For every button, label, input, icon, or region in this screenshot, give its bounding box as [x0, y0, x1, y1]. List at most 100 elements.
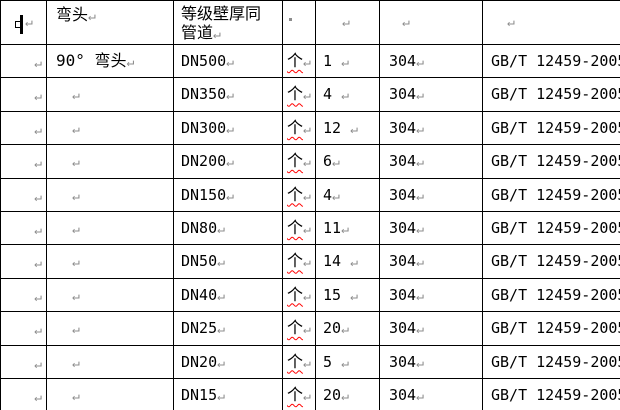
pilcrow-mark: ↵ — [416, 322, 424, 338]
table-row: ↵ ↵ DN50↵ 个↵ 14 ↵ 304↵ GB/T 12459-2005↵ — [0, 244, 620, 279]
size-text: DN350 — [181, 85, 227, 104]
cell-qty[interactable]: 20↵ — [315, 311, 380, 346]
cell-unit[interactable]: 个↵ — [282, 344, 316, 379]
cell-item-name[interactable]: 90° 弯头↵ — [46, 43, 174, 79]
cell-row-marker[interactable]: ↵ — [0, 177, 47, 212]
cell-standard[interactable]: GB/T 12459-2005↵ — [482, 344, 620, 379]
pilcrow-mark: ↵ — [341, 55, 349, 70]
cell-item-name[interactable]: ↵ — [46, 377, 174, 410]
cell-size[interactable]: DN300↵ — [173, 110, 283, 146]
cell-item-name[interactable]: ↵ — [46, 210, 174, 246]
cell-qty[interactable]: 6↵ — [315, 144, 380, 179]
size-text: DN300 — [181, 118, 227, 137]
header-cell-unit[interactable] — [282, 0, 316, 45]
cell-qty[interactable]: 20↵ — [315, 377, 380, 410]
header-cell-standard[interactable]: ↵ — [482, 0, 620, 45]
cell-material[interactable]: 304↵ — [379, 210, 483, 246]
cell-item-name[interactable]: ↵ — [46, 77, 174, 112]
cell-material[interactable]: 304↵ — [379, 43, 483, 79]
cell-unit[interactable]: 个↵ — [282, 244, 316, 279]
cell-unit[interactable]: 个↵ — [282, 311, 316, 346]
cell-row-marker[interactable]: ↵ — [0, 244, 47, 279]
cell-qty[interactable]: 14 ↵ — [315, 244, 380, 279]
cell-row-marker[interactable]: ↵ — [0, 210, 47, 246]
header-cell-material[interactable]: ↵ — [379, 0, 483, 45]
pilcrow-mark: ↵ — [303, 255, 311, 271]
pilcrow-mark: ↵ — [217, 322, 225, 338]
pilcrow-mark: ↵ — [34, 222, 42, 238]
cell-size[interactable]: DN150↵ — [173, 177, 283, 212]
cell-row-marker[interactable]: ↵ — [0, 344, 47, 379]
cell-size[interactable]: DN200↵ — [173, 144, 283, 179]
cell-size[interactable]: DN50↵ — [173, 244, 283, 279]
cell-item-name[interactable]: ↵ — [46, 177, 174, 212]
cell-row-marker[interactable]: ↵ — [0, 77, 47, 112]
cell-item-name[interactable]: ↵ — [46, 311, 174, 346]
cell-size[interactable]: DN350↵ — [173, 77, 283, 112]
cell-material[interactable]: 304↵ — [379, 344, 483, 379]
cell-size[interactable]: DN20↵ — [173, 344, 283, 379]
cell-standard[interactable]: GB/T 12459-2005↵ — [482, 377, 620, 410]
size-text: DN50 — [181, 252, 218, 271]
cell-size[interactable]: DN25↵ — [173, 311, 283, 346]
unit-char: 个 — [287, 184, 304, 204]
cell-material[interactable]: 304↵ — [379, 177, 483, 212]
cell-unit[interactable]: 个↵ — [282, 277, 316, 313]
table-row: ↵ ↵ DN300↵ 个↵ 12 ↵ 304↵ GB/T 12459-2005↵ — [0, 110, 620, 146]
cell-item-name[interactable]: ↵ — [46, 244, 174, 279]
cell-material[interactable]: 304↵ — [379, 277, 483, 313]
cell-standard[interactable]: GB/T 12459-2005↵ — [482, 277, 620, 313]
pilcrow-mark: ↵ — [72, 388, 80, 404]
cell-size[interactable]: DN15↵ — [173, 377, 283, 410]
cell-standard[interactable]: GB/T 12459-2005↵ — [482, 77, 620, 112]
cell-row-marker[interactable]: ↵ — [0, 377, 47, 410]
cell-item-name[interactable]: ↵ — [46, 110, 174, 146]
cell-unit[interactable]: 个↵ — [282, 144, 316, 179]
cell-unit[interactable]: 个↵ — [282, 77, 316, 112]
cell-standard[interactable]: GB/T 12459-2005↵ — [482, 43, 620, 79]
cell-size[interactable]: DN40↵ — [173, 277, 283, 313]
cell-item-name[interactable]: ↵ — [46, 144, 174, 179]
cell-material[interactable]: 304↵ — [379, 244, 483, 279]
pilcrow-mark: ↵ — [34, 323, 42, 339]
header-cell-spec[interactable]: 等级壁厚同 管道↵ — [173, 0, 283, 45]
cell-material[interactable]: 304↵ — [379, 77, 483, 112]
cell-standard[interactable]: GB/T 12459-2005↵ — [482, 110, 620, 146]
standard-text: GB/T 12459-2005 — [491, 385, 620, 404]
cell-standard[interactable]: GB/T 12459-2005↵ — [482, 177, 620, 212]
cell-item-name[interactable]: ↵ — [46, 344, 174, 379]
cell-unit[interactable]: 个↵ — [282, 210, 316, 246]
cell-row-marker[interactable]: ↵ — [0, 43, 47, 79]
cell-qty[interactable]: 5 ↵ — [315, 344, 380, 379]
cell-row-marker[interactable]: ↵ — [0, 277, 47, 313]
header-cell-anchor[interactable]: ↵ — [0, 0, 47, 45]
cell-qty[interactable]: 4 ↵ — [315, 77, 380, 112]
cell-qty[interactable]: 15 ↵ — [315, 277, 380, 313]
cell-size[interactable]: DN80↵ — [173, 210, 283, 246]
cell-material[interactable]: 304↵ — [379, 110, 483, 146]
cell-unit[interactable]: 个↵ — [282, 377, 316, 410]
cell-qty[interactable]: 1 ↵ — [315, 43, 380, 79]
cell-material[interactable]: 304↵ — [379, 144, 483, 179]
cell-standard[interactable]: GB/T 12459-2005↵ — [482, 311, 620, 346]
size-text: DN150 — [181, 185, 227, 204]
unit-char: 个 — [287, 217, 304, 237]
cell-qty[interactable]: 11↵ — [315, 210, 380, 246]
header-cell-qty[interactable]: ↵ — [315, 0, 380, 45]
cell-unit[interactable]: 个↵ — [282, 43, 316, 79]
cell-item-name[interactable]: ↵ — [46, 277, 174, 313]
cell-row-marker[interactable]: ↵ — [0, 144, 47, 179]
cell-row-marker[interactable]: ↵ — [0, 110, 47, 146]
cell-qty[interactable]: 4↵ — [315, 177, 380, 212]
cell-standard[interactable]: GB/T 12459-2005↵ — [482, 210, 620, 246]
header-cell-item[interactable]: 弯头↵ — [46, 0, 174, 45]
cell-unit[interactable]: 个↵ — [282, 110, 316, 146]
cell-standard[interactable]: GB/T 12459-2005↵ — [482, 144, 620, 179]
cell-unit[interactable]: 个↵ — [282, 177, 316, 212]
cell-material[interactable]: 304↵ — [379, 311, 483, 346]
cell-standard[interactable]: GB/T 12459-2005↵ — [482, 244, 620, 279]
cell-material[interactable]: 304↵ — [379, 377, 483, 410]
cell-size[interactable]: DN500↵ — [173, 43, 283, 79]
cell-row-marker[interactable]: ↵ — [0, 311, 47, 346]
cell-qty[interactable]: 12 ↵ — [315, 110, 380, 146]
